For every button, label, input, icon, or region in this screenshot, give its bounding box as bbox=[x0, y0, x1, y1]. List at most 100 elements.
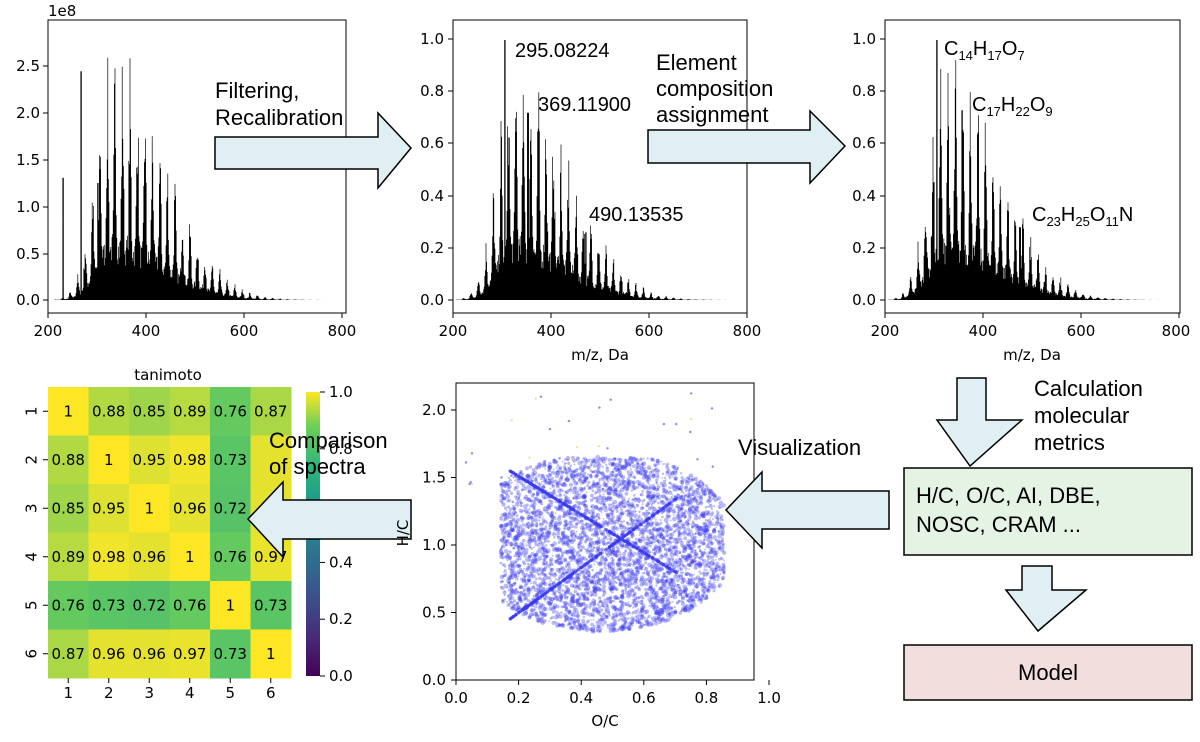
scatter-point bbox=[527, 615, 532, 620]
scatter-point bbox=[536, 513, 541, 518]
scatter-point bbox=[689, 478, 693, 483]
y-tick-label: 0.0 bbox=[420, 291, 444, 309]
scatter-point bbox=[638, 510, 641, 514]
scatter-point bbox=[634, 457, 638, 462]
scatter-point bbox=[715, 520, 720, 524]
scatter-point bbox=[685, 594, 689, 598]
scatter-point bbox=[586, 484, 590, 488]
heatmap-cell bbox=[129, 484, 170, 533]
heatmap-cell-value: 0.87 bbox=[254, 402, 287, 420]
scatter-point bbox=[717, 565, 722, 569]
scatter-point bbox=[676, 467, 679, 470]
scatter-point bbox=[671, 559, 675, 562]
scatter-point bbox=[555, 470, 561, 476]
scatter-point bbox=[516, 563, 521, 568]
heatmap-y-label: 6 bbox=[23, 649, 41, 659]
scatter-point bbox=[661, 595, 666, 600]
colorbar-tick-label: 0.2 bbox=[329, 610, 353, 628]
scatter-point bbox=[719, 514, 724, 518]
scatter-point bbox=[709, 550, 714, 554]
scatter-point bbox=[634, 541, 638, 544]
heatmap-cell bbox=[88, 629, 130, 679]
scatter-point bbox=[624, 570, 626, 573]
heatmap-cell-value: 0.96 bbox=[133, 548, 166, 566]
scatter-point bbox=[636, 557, 641, 562]
scatter-point bbox=[682, 511, 686, 515]
scatter-point bbox=[675, 558, 678, 561]
scatter-point bbox=[538, 522, 542, 525]
scatter-point bbox=[719, 516, 722, 519]
scatter-point bbox=[512, 476, 515, 479]
scatter-point bbox=[624, 626, 627, 629]
scatter-point bbox=[589, 575, 591, 578]
scatter-point bbox=[589, 594, 593, 597]
scatter-point bbox=[564, 591, 567, 594]
heatmap-cell bbox=[169, 484, 211, 533]
scatter-point bbox=[589, 473, 593, 478]
scatter-point bbox=[588, 606, 592, 609]
scatter-point bbox=[690, 577, 695, 582]
scatter-point bbox=[658, 494, 661, 497]
scatter-point bbox=[688, 563, 693, 567]
scatter-point bbox=[552, 573, 557, 578]
scatter-point bbox=[677, 599, 681, 603]
scatter-point bbox=[559, 493, 562, 496]
scatter-point bbox=[621, 569, 627, 575]
scatter-point bbox=[709, 541, 712, 544]
scatter-point bbox=[720, 548, 725, 553]
scatter-point bbox=[676, 584, 681, 589]
scatter-point bbox=[637, 538, 641, 542]
scatter-point bbox=[635, 567, 640, 573]
scatter-point bbox=[696, 582, 700, 586]
scatter-point bbox=[611, 556, 614, 559]
scatter-point bbox=[499, 574, 505, 580]
scatter-point bbox=[534, 559, 538, 562]
scatter-point bbox=[500, 554, 503, 557]
scatter-point bbox=[509, 527, 514, 533]
scatter-point bbox=[652, 548, 655, 551]
scatter-point bbox=[583, 480, 586, 482]
scatter-point bbox=[549, 513, 554, 518]
scatter-point bbox=[644, 561, 648, 565]
scatter-point bbox=[610, 512, 614, 516]
scatter-point bbox=[582, 579, 586, 584]
scatter-point bbox=[597, 624, 602, 629]
scatter-point bbox=[619, 611, 623, 615]
scatter-point bbox=[655, 458, 660, 463]
scatter-point bbox=[508, 555, 512, 560]
scatter-point bbox=[635, 504, 640, 508]
scatter-point bbox=[628, 628, 632, 631]
scatter-point bbox=[501, 551, 505, 555]
scatter-point bbox=[642, 530, 645, 532]
scatter-point bbox=[630, 536, 633, 538]
scatter-point bbox=[657, 506, 661, 509]
scatter-point bbox=[596, 547, 601, 552]
scatter-point bbox=[670, 588, 674, 592]
heatmap-cell bbox=[210, 581, 251, 630]
scatter-point bbox=[573, 473, 579, 479]
scatter-point bbox=[646, 457, 649, 460]
scatter-point bbox=[600, 511, 603, 514]
scatter-point bbox=[556, 531, 561, 536]
scatter-point bbox=[716, 510, 718, 513]
scatter-point bbox=[563, 526, 567, 531]
scatter-point bbox=[646, 500, 652, 505]
scatter-point bbox=[618, 626, 622, 629]
scatter-point bbox=[654, 500, 657, 504]
scatter-point bbox=[565, 570, 569, 574]
heatmap-cell bbox=[48, 435, 89, 485]
scatter-point bbox=[717, 540, 723, 545]
scatter-point bbox=[635, 462, 640, 467]
scatter-point bbox=[659, 481, 664, 486]
scatter-point bbox=[652, 493, 657, 497]
scatter-point bbox=[627, 625, 632, 631]
heatmap-cell-value: 0.88 bbox=[92, 402, 125, 420]
scatter-point bbox=[711, 572, 715, 575]
scatter-point bbox=[573, 518, 578, 522]
scatter-point bbox=[581, 581, 584, 584]
scatter-point bbox=[618, 626, 622, 630]
scatter-point bbox=[668, 504, 674, 509]
x-tick-label: 400 bbox=[132, 322, 161, 340]
scatter-point bbox=[558, 591, 562, 595]
scatter-point bbox=[641, 490, 644, 493]
